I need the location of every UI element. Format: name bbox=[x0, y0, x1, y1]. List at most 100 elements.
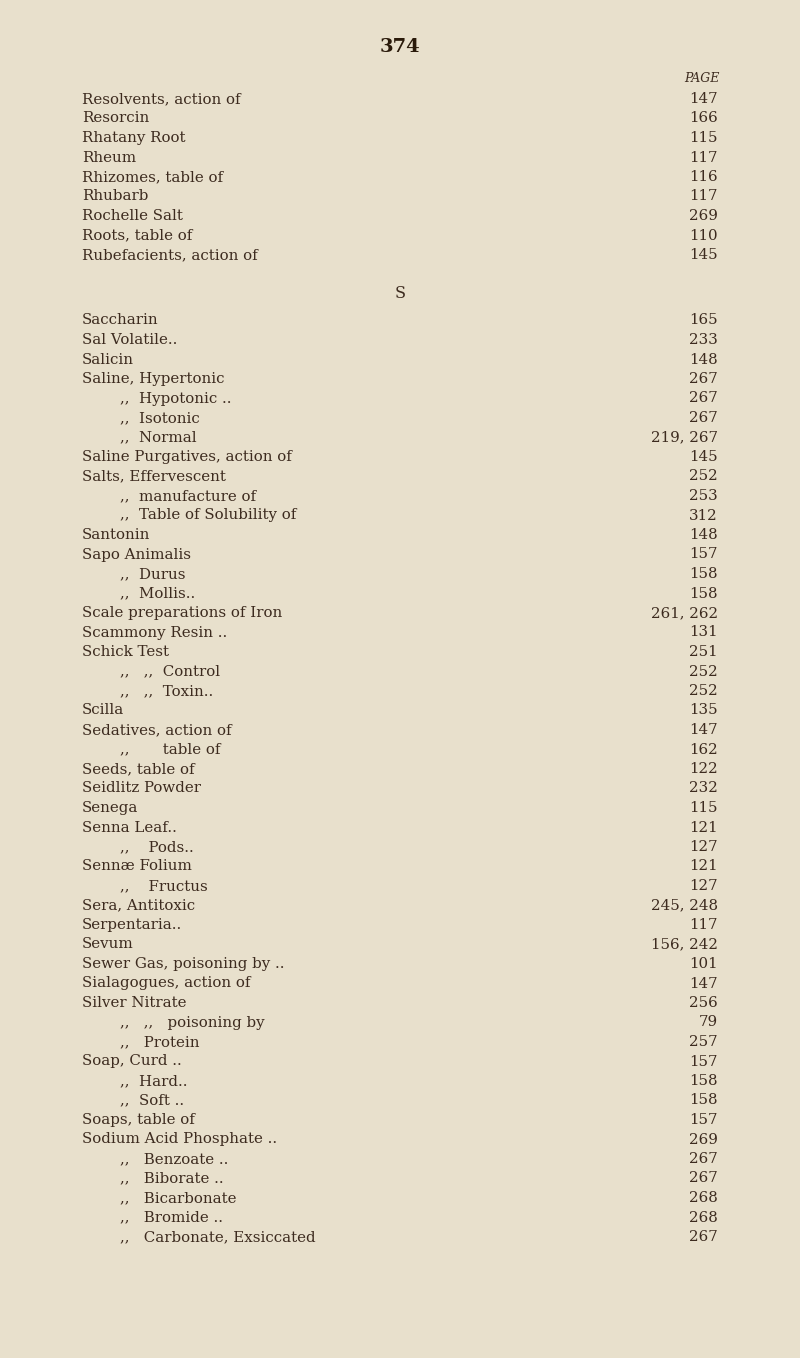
Text: 269: 269 bbox=[689, 209, 718, 223]
Text: 147: 147 bbox=[690, 92, 718, 106]
Text: ,,  manufacture of: ,, manufacture of bbox=[120, 489, 256, 502]
Text: 267: 267 bbox=[690, 411, 718, 425]
Text: 148: 148 bbox=[690, 353, 718, 367]
Text: Schick Test: Schick Test bbox=[82, 645, 169, 659]
Text: 115: 115 bbox=[690, 130, 718, 145]
Text: ,,  Mollis..: ,, Mollis.. bbox=[120, 587, 195, 600]
Text: Scale preparations of Iron: Scale preparations of Iron bbox=[82, 606, 282, 621]
Text: ,,  Durus: ,, Durus bbox=[120, 568, 186, 581]
Text: Rubefacients, action of: Rubefacients, action of bbox=[82, 249, 258, 262]
Text: ,,    Pods..: ,, Pods.. bbox=[120, 841, 194, 854]
Text: ,,  Isotonic: ,, Isotonic bbox=[120, 411, 200, 425]
Text: 116: 116 bbox=[690, 170, 718, 183]
Text: 165: 165 bbox=[690, 314, 718, 327]
Text: Sevum: Sevum bbox=[82, 937, 134, 952]
Text: 79: 79 bbox=[699, 1016, 718, 1029]
Text: 252: 252 bbox=[690, 470, 718, 483]
Text: Salts, Effervescent: Salts, Effervescent bbox=[82, 470, 226, 483]
Text: 267: 267 bbox=[690, 391, 718, 406]
Text: Scammony Resin ..: Scammony Resin .. bbox=[82, 626, 227, 640]
Text: 252: 252 bbox=[690, 664, 718, 679]
Text: ,,   Carbonate, Exsiccated: ,, Carbonate, Exsiccated bbox=[120, 1230, 316, 1244]
Text: Sedatives, action of: Sedatives, action of bbox=[82, 722, 232, 737]
Text: ,,   Protein: ,, Protein bbox=[120, 1035, 199, 1048]
Text: Seeds, table of: Seeds, table of bbox=[82, 762, 194, 775]
Text: S: S bbox=[394, 285, 406, 303]
Text: 261, 262: 261, 262 bbox=[651, 606, 718, 621]
Text: 267: 267 bbox=[690, 1172, 718, 1186]
Text: Sialagogues, action of: Sialagogues, action of bbox=[82, 976, 250, 990]
Text: 158: 158 bbox=[690, 1093, 718, 1108]
Text: Sodium Acid Phosphate ..: Sodium Acid Phosphate .. bbox=[82, 1133, 277, 1146]
Text: Sal Volatile..: Sal Volatile.. bbox=[82, 333, 178, 348]
Text: 269: 269 bbox=[689, 1133, 718, 1146]
Text: 122: 122 bbox=[690, 762, 718, 775]
Text: ,,  Hypotonic ..: ,, Hypotonic .. bbox=[120, 391, 231, 406]
Text: 252: 252 bbox=[690, 684, 718, 698]
Text: ,,   Bromide ..: ,, Bromide .. bbox=[120, 1210, 223, 1225]
Text: Sennæ Folium: Sennæ Folium bbox=[82, 860, 192, 873]
Text: 101: 101 bbox=[690, 957, 718, 971]
Text: Soap, Curd ..: Soap, Curd .. bbox=[82, 1055, 182, 1069]
Text: 251: 251 bbox=[690, 645, 718, 659]
Text: Silver Nitrate: Silver Nitrate bbox=[82, 995, 186, 1010]
Text: 232: 232 bbox=[689, 781, 718, 796]
Text: Sapo Animalis: Sapo Animalis bbox=[82, 547, 191, 561]
Text: 110: 110 bbox=[690, 228, 718, 243]
Text: Rochelle Salt: Rochelle Salt bbox=[82, 209, 183, 223]
Text: Salicin: Salicin bbox=[82, 353, 134, 367]
Text: Roots, table of: Roots, table of bbox=[82, 228, 192, 243]
Text: 312: 312 bbox=[690, 508, 718, 523]
Text: 135: 135 bbox=[690, 703, 718, 717]
Text: 268: 268 bbox=[689, 1191, 718, 1205]
Text: ,,   ,,  Toxin..: ,, ,, Toxin.. bbox=[120, 684, 214, 698]
Text: 145: 145 bbox=[690, 249, 718, 262]
Text: ,,   Biborate ..: ,, Biborate .. bbox=[120, 1172, 224, 1186]
Text: 245, 248: 245, 248 bbox=[651, 899, 718, 913]
Text: Senega: Senega bbox=[82, 801, 138, 815]
Text: ,,  Hard..: ,, Hard.. bbox=[120, 1074, 187, 1088]
Text: Rhizomes, table of: Rhizomes, table of bbox=[82, 170, 223, 183]
Text: 117: 117 bbox=[690, 190, 718, 204]
Text: ,,  Table of Solubility of: ,, Table of Solubility of bbox=[120, 508, 296, 523]
Text: Saline, Hypertonic: Saline, Hypertonic bbox=[82, 372, 225, 386]
Text: 156, 242: 156, 242 bbox=[651, 937, 718, 952]
Text: 166: 166 bbox=[690, 111, 718, 125]
Text: 268: 268 bbox=[689, 1210, 718, 1225]
Text: 148: 148 bbox=[690, 528, 718, 542]
Text: ,,    Fructus: ,, Fructus bbox=[120, 879, 208, 894]
Text: 253: 253 bbox=[690, 489, 718, 502]
Text: 117: 117 bbox=[690, 918, 718, 932]
Text: Soaps, table of: Soaps, table of bbox=[82, 1114, 195, 1127]
Text: 158: 158 bbox=[690, 568, 718, 581]
Text: Santonin: Santonin bbox=[82, 528, 150, 542]
Text: Serpentaria..: Serpentaria.. bbox=[82, 918, 182, 932]
Text: Saline Purgatives, action of: Saline Purgatives, action of bbox=[82, 449, 292, 464]
Text: 162: 162 bbox=[690, 743, 718, 756]
Text: Rhatany Root: Rhatany Root bbox=[82, 130, 186, 145]
Text: ,,   Benzoate ..: ,, Benzoate .. bbox=[120, 1152, 228, 1167]
Text: 115: 115 bbox=[690, 801, 718, 815]
Text: 127: 127 bbox=[690, 879, 718, 894]
Text: 158: 158 bbox=[690, 587, 718, 600]
Text: PAGE: PAGE bbox=[685, 72, 720, 86]
Text: Rheum: Rheum bbox=[82, 151, 136, 164]
Text: 267: 267 bbox=[690, 1230, 718, 1244]
Text: 256: 256 bbox=[690, 995, 718, 1010]
Text: 127: 127 bbox=[690, 841, 718, 854]
Text: Resorcin: Resorcin bbox=[82, 111, 150, 125]
Text: 145: 145 bbox=[690, 449, 718, 464]
Text: 131: 131 bbox=[690, 626, 718, 640]
Text: 157: 157 bbox=[690, 1055, 718, 1069]
Text: Sera, Antitoxic: Sera, Antitoxic bbox=[82, 899, 195, 913]
Text: Sewer Gas, poisoning by ..: Sewer Gas, poisoning by .. bbox=[82, 957, 285, 971]
Text: 121: 121 bbox=[690, 860, 718, 873]
Text: ,,   Bicarbonate: ,, Bicarbonate bbox=[120, 1191, 237, 1205]
Text: 117: 117 bbox=[690, 151, 718, 164]
Text: ,,   ,,   poisoning by: ,, ,, poisoning by bbox=[120, 1016, 265, 1029]
Text: 374: 374 bbox=[380, 38, 420, 56]
Text: ,,   ,,  Control: ,, ,, Control bbox=[120, 664, 220, 679]
Text: Senna Leaf..: Senna Leaf.. bbox=[82, 820, 177, 835]
Text: 158: 158 bbox=[690, 1074, 718, 1088]
Text: ,,  Normal: ,, Normal bbox=[120, 430, 197, 444]
